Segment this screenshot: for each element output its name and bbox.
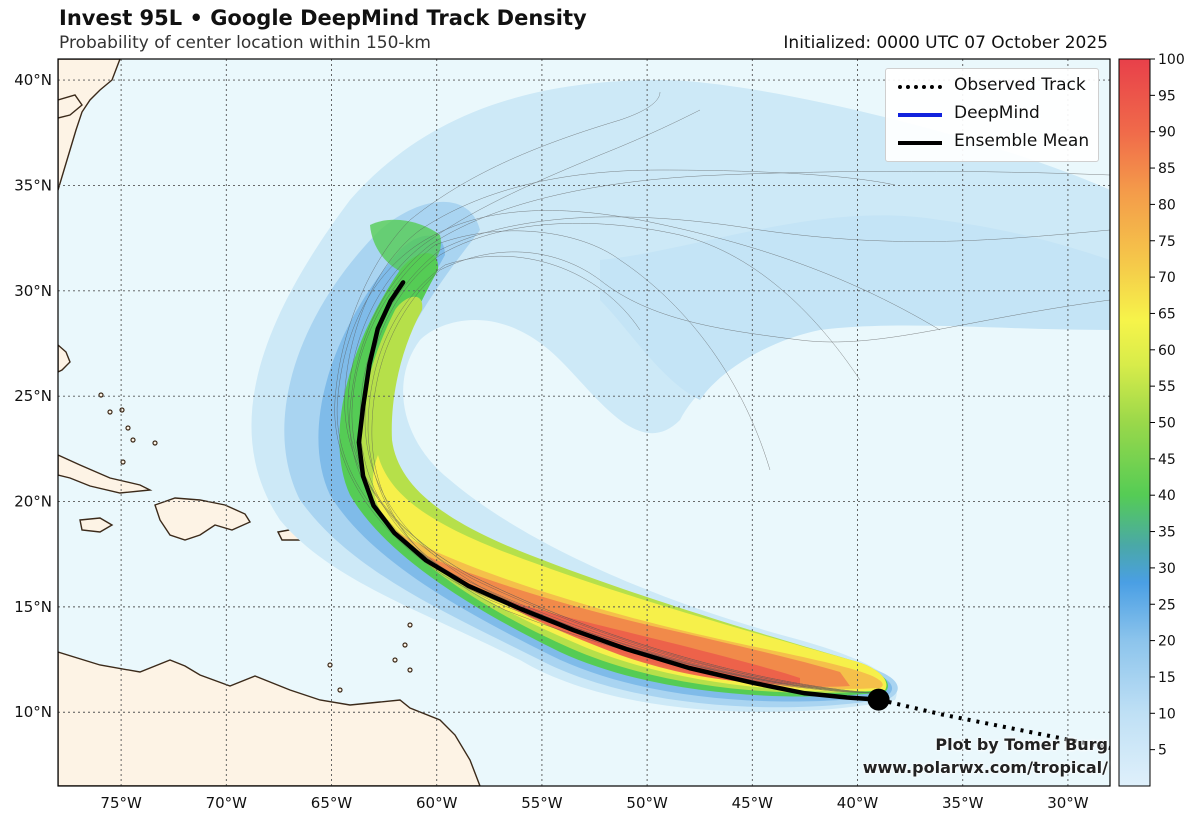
colorbar-tick-label: 45 [1158,452,1176,468]
colorbar-tick-label: 5 [1158,743,1167,759]
colorbar-tick-label: 75 [1158,234,1176,250]
colorbar-tick-label: 35 [1158,525,1176,541]
colorbar-tick-label: 85 [1158,161,1176,177]
lon-tick-label: 65°W [311,794,353,812]
longitude-labels: 75°W 70°W 65°W 60°W 55°W 50°W 45°W 40°W 35°W 30°W [100,794,1088,812]
legend-label-deepmind: DeepMind [954,103,1040,123]
colorbar-tick-label: 25 [1158,597,1176,613]
colorbar-tick-label: 100 [1158,52,1185,68]
legend-swatch-mean [898,141,942,145]
lat-tick-label: 10°N [14,703,52,721]
colorbar-tick-label: 50 [1158,416,1176,432]
lon-tick-label: 60°W [416,794,458,812]
legend-swatch-observed [898,85,942,89]
colorbar-tick-label: 30 [1158,561,1176,577]
colorbar-tick-label: 40 [1158,488,1176,504]
legend-label-mean: Ensemble Mean [954,131,1090,151]
track-density-field [251,80,1110,712]
lat-tick-label: 30°N [14,282,52,300]
colorbar-tick-label: 70 [1158,270,1176,286]
colorbar: 100 95 90 85 80 75 70 65 60 55 50 45 40 35 30 25 20 15 10 5 [1118,52,1185,787]
colorbar-gradient [1118,58,1151,787]
chart-subtitle: Probability of center location within 15… [59,33,431,53]
colorbar-ticks: 100 95 90 85 80 75 70 65 60 55 50 45 40 35 30 25 20 15 10 5 [1150,52,1185,759]
credit-author: Plot by Tomer Burg [935,735,1108,754]
legend-label-observed: Observed Track [954,75,1086,95]
lat-tick-label: 20°N [14,493,52,511]
lat-tick-label: 25°N [14,387,52,405]
initial-position-marker [867,688,890,711]
colorbar-tick-label: 80 [1158,197,1176,213]
chart-title: Invest 95L • Google DeepMind Track Densi… [59,6,587,30]
colorbar-tick-label: 95 [1158,88,1176,104]
legend-swatch-deepmind [898,113,942,117]
lon-tick-label: 75°W [100,794,142,812]
colorbar-tick-label: 55 [1158,379,1176,395]
lon-tick-label: 35°W [942,794,984,812]
latitude-labels: 10°N 15°N 20°N 25°N 30°N 35°N 40°N [14,71,52,721]
map-frame [57,58,1111,787]
lat-tick-label: 40°N [14,71,52,89]
lon-tick-label: 45°W [732,794,774,812]
lon-tick-label: 50°W [626,794,668,812]
ensemble-mean-track [356,280,881,702]
colorbar-tick-label: 60 [1158,343,1176,359]
colorbar-tick-label: 15 [1158,670,1176,686]
observed-track [878,697,1110,751]
lat-tick-label: 35°N [14,176,52,194]
lat-lon-gridlines [58,59,1110,786]
lon-tick-label: 30°W [1047,794,1089,812]
initialization-time: Initialized: 0000 UTC 07 October 2025 [783,33,1108,53]
lon-tick-label: 40°W [837,794,879,812]
lat-tick-label: 15°N [14,598,52,616]
colorbar-tick-label: 20 [1158,634,1176,650]
lon-tick-label: 55°W [521,794,563,812]
colorbar-tick-label: 65 [1158,306,1176,322]
lon-tick-label: 70°W [206,794,248,812]
credit-url: www.polarwx.com/tropical/ [862,758,1108,777]
colorbar-tick-label: 90 [1158,125,1176,141]
colorbar-tick-label: 10 [1158,706,1176,722]
map-legend: Observed Track DeepMind Ensemble Mean [885,68,1099,162]
